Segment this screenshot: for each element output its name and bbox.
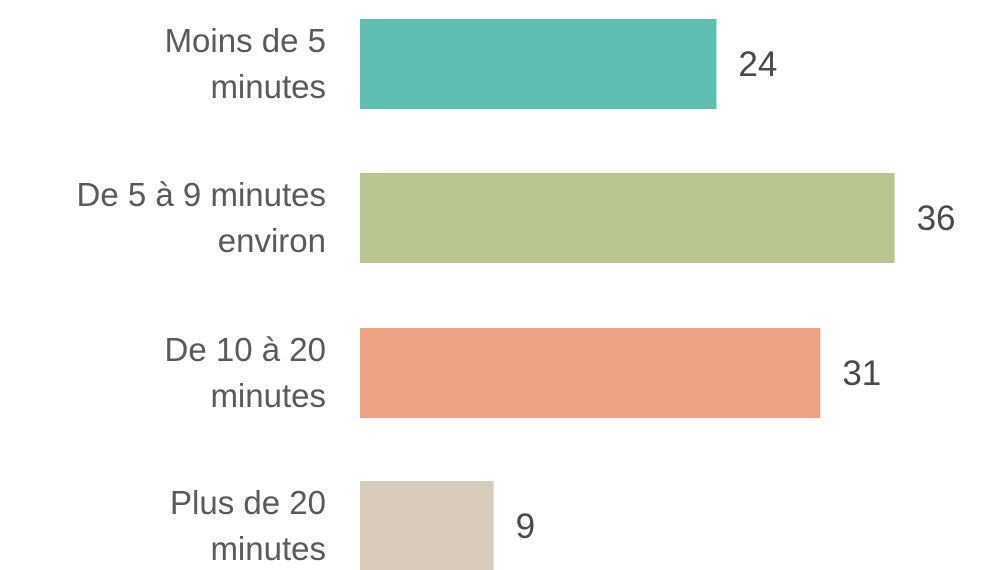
bar <box>360 19 717 109</box>
bar-row: De 10 à 20 minutes 31 <box>165 328 881 418</box>
value-label: 36 <box>917 199 956 238</box>
value-label: 9 <box>516 507 535 546</box>
category-label: Plus de 20 <box>170 484 326 521</box>
bar <box>360 173 895 263</box>
category-label: environ <box>218 222 326 259</box>
category-label: minutes <box>210 530 326 567</box>
bar <box>360 481 494 570</box>
value-label: 24 <box>738 45 777 84</box>
category-label: minutes <box>210 377 326 414</box>
category-label: De 5 à 9 minutes <box>77 176 326 213</box>
bar-row: De 5 à 9 minutes environ 36 <box>77 173 956 263</box>
value-label: 31 <box>842 354 881 393</box>
bar <box>360 328 821 418</box>
category-label: minutes <box>210 68 326 105</box>
category-label: De 10 à 20 <box>165 331 326 368</box>
bar-row: Plus de 20 minutes 9 <box>170 481 535 570</box>
category-label: Moins de 5 <box>165 22 326 59</box>
bar-row: Moins de 5 minutes 24 <box>165 19 777 109</box>
